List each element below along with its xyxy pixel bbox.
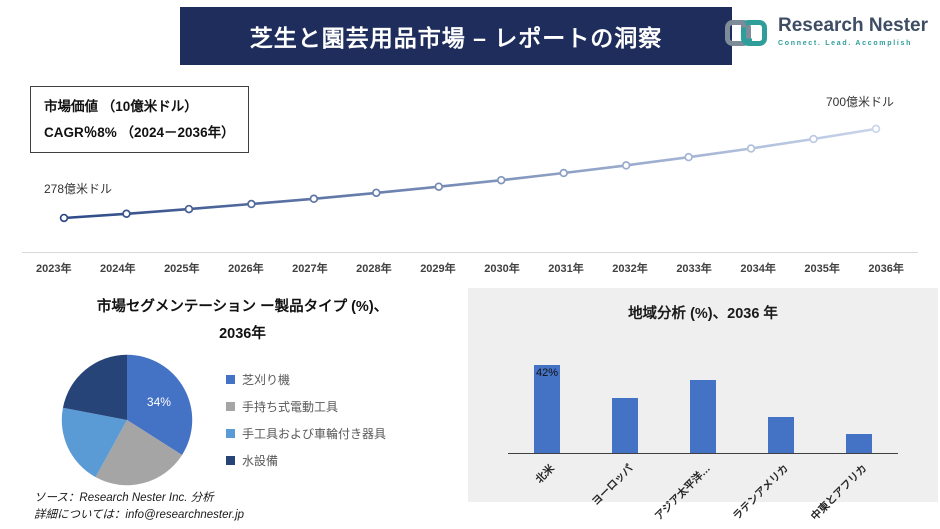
- bar-column: 42% 北米: [534, 348, 560, 486]
- market-value-line-chart: [59, 124, 881, 223]
- page-title-banner: 芝生と園芸用品市場 – レポートの洞察: [180, 7, 732, 65]
- pie-data-label: 34%: [147, 395, 171, 409]
- legend-label: 芝刈り機: [242, 372, 291, 387]
- x-axis-label: 2036年: [868, 263, 904, 275]
- x-axis: 2023年 2024年 2025年 2026年 2027年 2028年 2029年 2030年…: [22, 252, 918, 276]
- bar-chart-title: 地域分析 (%)、2036 年: [628, 306, 778, 322]
- pie-title-line1: 市場セグメンテーション ー製品タイプ (%)、: [96, 299, 389, 315]
- legend-label: 手持ち式電動工具: [242, 399, 339, 414]
- x-axis-label: 2024年: [100, 263, 136, 275]
- brand-name: Research Nester: [778, 15, 928, 36]
- pie-row: 34% 芝刈り機手持ち式電動工具手工具および車輪付き器具 水設備: [30, 353, 455, 487]
- pie-slice-3: [62, 354, 127, 420]
- contact-note: 詳細については：info@researchnester.jp: [34, 508, 245, 521]
- page-title: 芝生と園芸用品市場 – レポートの洞察: [249, 25, 663, 51]
- regional-analysis-panel: 地域分析 (%)、2036 年 42% 北米 ヨーロッパ アジア太平洋… ラテンアメリカ…: [468, 288, 938, 523]
- bar-0: 42%: [534, 364, 560, 453]
- line-marker: [247, 199, 256, 209]
- x-axis-label: 2025年: [164, 263, 200, 275]
- bar-column: 中東とアフリカ: [808, 348, 872, 523]
- regional-bar-chart: 42% 北米 ヨーロッパ アジア太平洋… ラテンアメリカ 中東とアフリカ: [508, 348, 898, 523]
- legend-item: 手持ち式電動工具: [226, 398, 386, 415]
- x-axis-label: 2028年: [356, 263, 392, 275]
- brand-text: Research Nester Connect. Lead. Accomplis…: [778, 15, 928, 47]
- pie-legend: 芝刈り機手持ち式電動工具手工具および車輪付き器具 水設備: [226, 361, 386, 479]
- pie-chart-title: 市場セグメンテーション ー製品タイプ (%)、 2036年: [30, 294, 455, 348]
- segmentation-pie-chart: 34%: [61, 354, 193, 485]
- market-value-box: 市場価値 （10億米ドル） CAGR％8% （2024－2036年）: [30, 86, 249, 154]
- brand-tagline: Connect. Lead. Accomplish: [778, 39, 913, 47]
- bar-column: ラテンアメリカ: [731, 348, 794, 523]
- line-marker: [496, 175, 506, 185]
- line-marker: [434, 182, 444, 191]
- bar-category-label: 北米: [533, 462, 557, 486]
- footer-notes: ソース：Research Nester Inc. 分析 詳細については：info…: [34, 490, 244, 525]
- bar-category-label: アジア太平洋…: [652, 462, 713, 523]
- bar-4: [846, 434, 872, 453]
- trend-line: [63, 127, 877, 220]
- x-axis-label: 2030年: [484, 263, 520, 275]
- legend-swatch: [226, 374, 235, 384]
- legend-label: 手工具および車輪付き器具: [242, 426, 387, 441]
- x-axis-label: 2034年: [740, 263, 776, 275]
- bar-category-label: ヨーロッパ: [589, 462, 635, 509]
- x-axis-label: 2031年: [548, 263, 584, 275]
- x-axis-label: 2032年: [612, 263, 648, 275]
- source-note: ソース：Research Nester Inc. 分析: [34, 491, 214, 504]
- legend-item: 芝刈り機: [226, 371, 386, 388]
- segmentation-pie-block: 市場セグメンテーション ー製品タイプ (%)、 2036年 34% 芝刈り機手持…: [30, 294, 455, 487]
- pie-title-line2: 2036年: [219, 325, 266, 342]
- bar-1: [612, 398, 638, 453]
- line-marker: [122, 209, 131, 219]
- start-value-label: 278億米ドル: [44, 182, 113, 196]
- pie-slice-0: [127, 354, 193, 455]
- x-axis-label: 2027年: [292, 263, 328, 275]
- pie-slice-2: [61, 407, 127, 477]
- research-nester-logo-icon: [725, 20, 768, 46]
- line-marker: [746, 144, 756, 153]
- bar-category-label: 中東とアフリカ: [808, 462, 869, 523]
- legend-label: 水設備: [242, 453, 279, 468]
- line-marker: [871, 124, 881, 134]
- x-axis-label: 2033年: [676, 263, 712, 275]
- x-axis-label: 2035年: [804, 263, 840, 275]
- legend-swatch: [226, 401, 235, 411]
- brand-logo: Research Nester Connect. Lead. Accomplis…: [724, 15, 928, 50]
- bar-3: [768, 417, 794, 453]
- x-axis-label: 2026年: [228, 263, 264, 275]
- x-axis-label: 2029年: [420, 263, 456, 275]
- legend-swatch: [226, 428, 235, 438]
- end-value-label: 700億米ドル: [825, 95, 894, 109]
- line-marker: [684, 152, 693, 162]
- line-marker: [309, 194, 319, 204]
- line-marker: [559, 168, 568, 178]
- cagr-label: CAGR％8% （2024－2036年）: [44, 124, 235, 140]
- line-marker: [59, 213, 69, 223]
- legend-swatch: [226, 455, 235, 465]
- line-marker: [184, 204, 194, 214]
- x-axis-label: 2023年: [36, 263, 72, 275]
- pie-slice-1: [95, 419, 183, 485]
- bar-category-label: ラテンアメリカ: [730, 462, 791, 523]
- legend-item: 水設備: [226, 452, 386, 469]
- bar-2: [690, 379, 716, 453]
- bar-column: ヨーロッパ: [589, 348, 638, 508]
- line-marker: [809, 134, 818, 144]
- line-marker: [621, 161, 631, 170]
- market-value-label: 市場価値 （10億米ドル）: [44, 99, 198, 114]
- line-marker: [372, 188, 381, 198]
- bar-column: アジア太平洋…: [653, 348, 716, 523]
- bar-value-label: 42%: [535, 366, 559, 379]
- legend-item: 手工具および車輪付き器具: [226, 425, 386, 442]
